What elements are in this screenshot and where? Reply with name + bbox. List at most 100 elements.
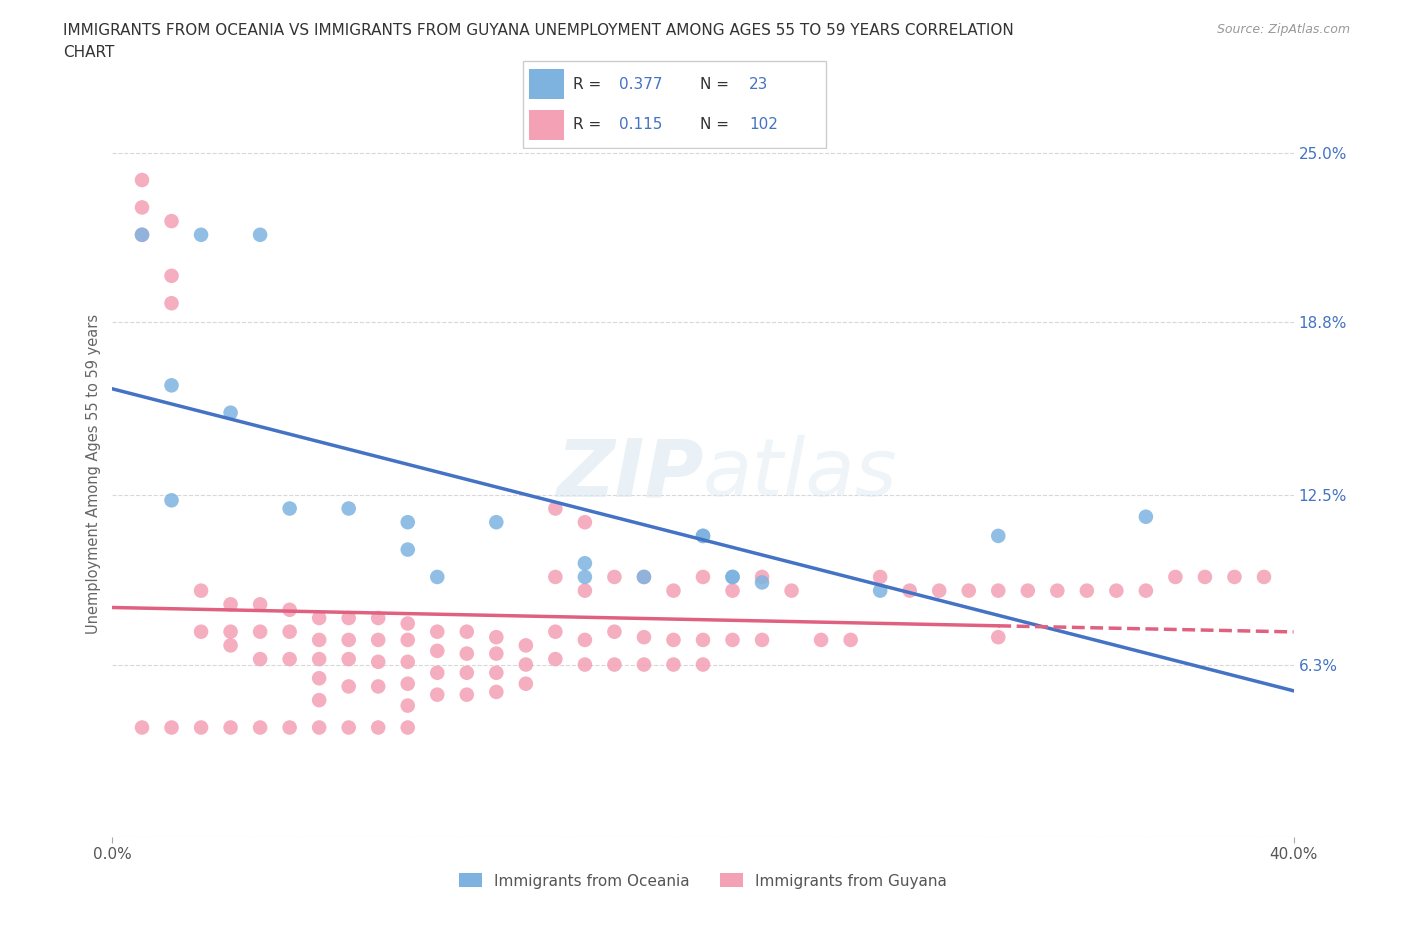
Point: [249, 227, 271, 242]
Point: [485, 630, 508, 644]
Point: [1076, 583, 1098, 598]
Text: R =: R =: [572, 117, 610, 132]
Point: [869, 569, 891, 584]
Point: [692, 632, 714, 647]
Point: [633, 569, 655, 584]
Point: [308, 632, 330, 647]
Point: [396, 542, 419, 557]
Point: [396, 720, 419, 735]
Point: [485, 646, 508, 661]
Point: [278, 652, 301, 667]
Point: [515, 638, 537, 653]
Point: [751, 575, 773, 590]
Point: [219, 405, 242, 420]
Point: [396, 632, 419, 647]
Point: [1046, 583, 1069, 598]
Point: [869, 583, 891, 598]
Point: [810, 632, 832, 647]
Point: [456, 646, 478, 661]
Point: [692, 569, 714, 584]
Point: [278, 720, 301, 735]
Point: [160, 378, 183, 392]
Point: [544, 501, 567, 516]
Text: Source: ZipAtlas.com: Source: ZipAtlas.com: [1216, 23, 1350, 36]
Point: [396, 616, 419, 631]
Point: [1135, 510, 1157, 525]
Point: [396, 698, 419, 713]
Point: [190, 583, 212, 598]
Text: atlas: atlas: [703, 435, 898, 513]
Point: [721, 632, 744, 647]
Point: [515, 676, 537, 691]
Text: 0.115: 0.115: [619, 117, 662, 132]
Point: [603, 624, 626, 639]
Point: [1253, 569, 1275, 584]
Point: [308, 611, 330, 626]
Point: [219, 638, 242, 653]
Point: [308, 652, 330, 667]
Point: [987, 630, 1010, 644]
Point: [160, 720, 183, 735]
Point: [1017, 583, 1039, 598]
Point: [426, 569, 449, 584]
Point: [603, 569, 626, 584]
Point: [337, 611, 360, 626]
Text: 102: 102: [749, 117, 778, 132]
Point: [957, 583, 980, 598]
Point: [721, 569, 744, 584]
Point: [249, 624, 271, 639]
Bar: [530, 70, 564, 100]
Point: [426, 624, 449, 639]
Point: [396, 515, 419, 530]
Point: [662, 583, 685, 598]
Point: [574, 515, 596, 530]
Point: [544, 569, 567, 584]
Point: [396, 676, 419, 691]
Point: [219, 720, 242, 735]
Point: [603, 658, 626, 672]
Point: [308, 671, 330, 685]
Point: [131, 720, 153, 735]
Point: [662, 632, 685, 647]
Point: [337, 632, 360, 647]
Point: [278, 501, 301, 516]
Y-axis label: Unemployment Among Ages 55 to 59 years: Unemployment Among Ages 55 to 59 years: [86, 314, 101, 634]
Text: 0.377: 0.377: [619, 77, 662, 92]
Point: [544, 652, 567, 667]
Point: [456, 665, 478, 680]
Text: ZIP: ZIP: [555, 435, 703, 513]
Point: [485, 515, 508, 530]
Point: [337, 679, 360, 694]
Point: [367, 720, 389, 735]
Point: [1223, 569, 1246, 584]
Point: [515, 658, 537, 672]
Point: [131, 227, 153, 242]
Point: [249, 720, 271, 735]
Point: [337, 652, 360, 667]
Point: [574, 583, 596, 598]
Point: [544, 624, 567, 639]
Point: [249, 652, 271, 667]
Point: [249, 597, 271, 612]
Point: [426, 687, 449, 702]
Point: [574, 569, 596, 584]
Point: [131, 227, 153, 242]
Text: IMMIGRANTS FROM OCEANIA VS IMMIGRANTS FROM GUYANA UNEMPLOYMENT AMONG AGES 55 TO : IMMIGRANTS FROM OCEANIA VS IMMIGRANTS FR…: [63, 23, 1014, 38]
Point: [692, 658, 714, 672]
Text: N =: N =: [700, 77, 734, 92]
Point: [190, 720, 212, 735]
Point: [190, 227, 212, 242]
Point: [839, 632, 862, 647]
Point: [337, 720, 360, 735]
Point: [337, 501, 360, 516]
Point: [485, 684, 508, 699]
Point: [131, 173, 153, 188]
Point: [780, 583, 803, 598]
Point: [160, 493, 183, 508]
Point: [1135, 583, 1157, 598]
Point: [987, 583, 1010, 598]
Text: R =: R =: [572, 77, 606, 92]
Point: [160, 214, 183, 229]
Point: [367, 679, 389, 694]
Text: N =: N =: [700, 117, 734, 132]
